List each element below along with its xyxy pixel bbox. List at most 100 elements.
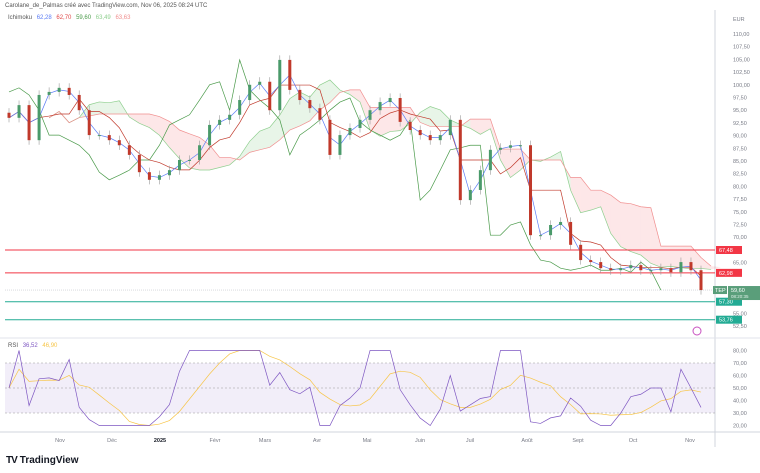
candle-up	[57, 87, 61, 92]
cloud-bearish	[189, 133, 200, 171]
candle-down	[298, 89, 302, 101]
brand-name: TradingView	[19, 455, 79, 466]
indicator-legend[interactable]: Ichimoku 62,28 62,70 59,60 63,49 63,63	[8, 15, 133, 21]
candle-down	[579, 244, 583, 261]
chikou-value: 59,60	[76, 15, 92, 21]
cloud-bullish	[239, 141, 250, 160]
chikou-span	[8, 58, 662, 291]
candle-down	[418, 130, 422, 136]
level-price-tag	[716, 268, 742, 277]
price-tick-label: 82,50	[733, 172, 747, 178]
rsi-tick-label: 30,00	[733, 411, 747, 417]
cloud-bearish	[680, 246, 691, 269]
candle-down	[107, 135, 111, 141]
price-tick-label: 70,00	[733, 235, 747, 241]
rsi-value: 36,52	[22, 343, 38, 349]
candle-down	[569, 221, 573, 245]
candle-up	[549, 225, 553, 236]
cloud-bearish	[390, 107, 401, 132]
price-tick-label: 80,00	[733, 184, 747, 190]
rsi-legend[interactable]: RSI 36,52 46,90	[8, 343, 60, 349]
time-tick-label: Nov	[685, 438, 695, 444]
candle-up	[629, 265, 633, 269]
last-price-tag	[728, 286, 760, 301]
candle-down	[398, 98, 402, 122]
cloud-bullish	[259, 127, 270, 150]
candle-up	[358, 119, 362, 128]
rsi-tick-label: 80,00	[733, 349, 747, 355]
countdown-label: 08:20:35	[731, 294, 749, 299]
candle-up	[649, 270, 653, 272]
price-tick-label: 75,00	[733, 210, 747, 216]
candle-up	[248, 84, 252, 101]
level-price-tag	[716, 246, 742, 255]
candle-up	[258, 81, 262, 85]
candle-up	[659, 268, 663, 271]
level-price-label: 62,98	[719, 271, 733, 277]
price-tick-label: 97,50	[733, 96, 747, 102]
candle-down	[288, 59, 292, 90]
candle-down	[137, 154, 141, 173]
time-tick-label: 2025	[154, 438, 166, 444]
rsi-tick-label: 60,00	[733, 374, 747, 380]
price-tick-label: 85,00	[733, 159, 747, 165]
candle-down	[609, 268, 613, 271]
kijun-value: 62,70	[56, 15, 72, 21]
cloud-bullish	[420, 106, 431, 127]
cloud-bearish	[490, 119, 501, 160]
candle-down	[699, 270, 703, 291]
price-tick-label: 107,50	[733, 45, 750, 51]
cloud-bearish	[169, 121, 180, 159]
rsi-label: RSI	[8, 343, 19, 349]
cloud-bearish	[660, 246, 671, 268]
cloud-bearish	[590, 190, 601, 211]
level-price-tag	[716, 315, 742, 324]
candle-down	[458, 119, 462, 201]
candle-down	[408, 121, 412, 131]
cloud-bullish	[319, 79, 330, 110]
cloud-bearish	[640, 206, 651, 264]
cloud-bearish	[630, 203, 641, 256]
candle-down	[308, 100, 312, 109]
rsi-tick-label: 40,00	[733, 399, 747, 405]
candle-up	[17, 105, 21, 118]
cloud-bearish	[129, 114, 140, 124]
candle-down	[7, 112, 11, 118]
price-tick-label: 55,00	[733, 311, 747, 317]
candle-down	[77, 94, 81, 111]
candle-up	[348, 127, 352, 136]
candle-up	[228, 114, 232, 120]
span-b-value: 63,63	[115, 15, 131, 21]
candle-down	[689, 262, 693, 271]
tradingview-logo[interactable]: TV TradingView	[6, 455, 79, 466]
cloud-bearish	[570, 177, 581, 213]
candle-down	[328, 119, 332, 155]
cloud-bearish	[500, 149, 511, 178]
price-tick-label: 102,50	[733, 70, 750, 76]
candle-up	[539, 235, 543, 237]
kijun-sen	[8, 84, 702, 277]
cloud-bearish	[470, 119, 481, 135]
candle-up	[97, 135, 101, 137]
time-tick-label: Mars	[259, 438, 271, 444]
candle-up	[368, 110, 372, 120]
attribution: Carolane_de_Palmas créé avec TradingView…	[5, 3, 208, 9]
symbol-tag	[713, 286, 727, 295]
candle-up	[448, 119, 452, 136]
cloud-bullish	[269, 115, 280, 148]
rsi-tick-label: 20,00	[733, 424, 747, 430]
cloud-bullish	[289, 92, 300, 131]
cloud-bearish	[159, 116, 170, 148]
cloud-bearish	[510, 149, 521, 178]
candle-up	[198, 145, 202, 160]
candle-down	[589, 260, 593, 263]
time-tick-label: Juil	[466, 438, 474, 444]
candle-down	[599, 262, 603, 269]
symbol-label: TEP	[715, 288, 726, 294]
candle-up	[679, 262, 683, 273]
candle-up	[619, 268, 623, 271]
cloud-bearish	[620, 202, 631, 252]
candle-up	[438, 135, 442, 141]
candle-up	[208, 124, 212, 146]
